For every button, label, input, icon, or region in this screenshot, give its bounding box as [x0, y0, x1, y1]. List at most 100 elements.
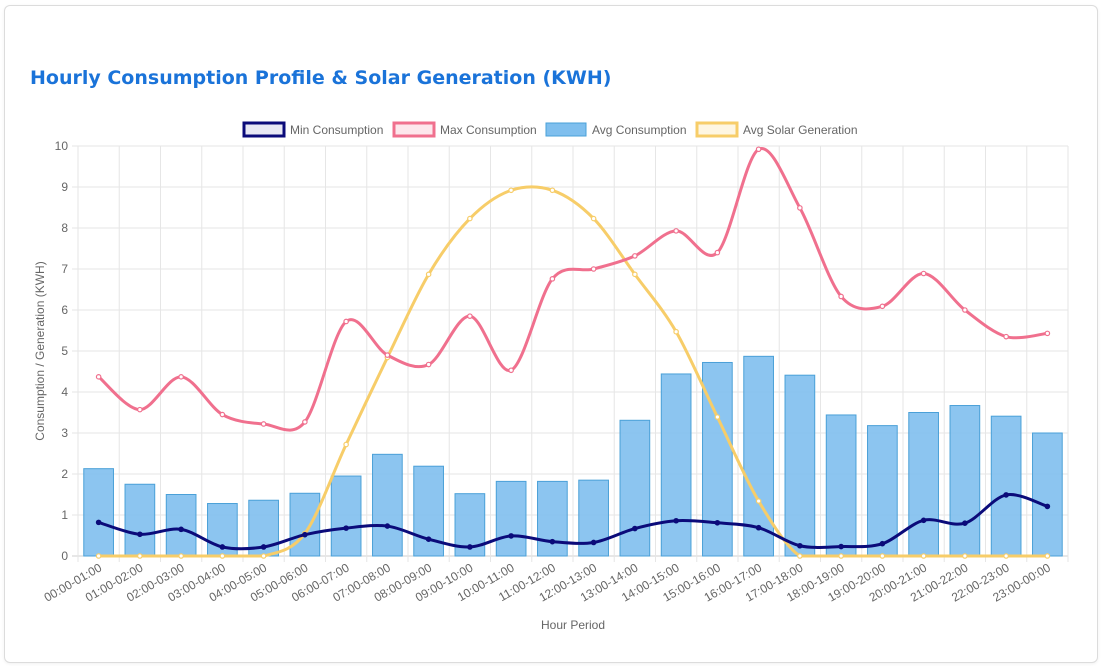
data-point[interactable]: [260, 544, 267, 550]
data-point[interactable]: [95, 553, 102, 559]
bar[interactable]: [537, 480, 568, 557]
data-point[interactable]: [879, 553, 886, 559]
data-point[interactable]: [425, 536, 432, 542]
bar[interactable]: [990, 415, 1022, 557]
data-point[interactable]: [714, 249, 721, 256]
data-point[interactable]: [590, 266, 597, 272]
data-point[interactable]: [797, 542, 803, 549]
data-point[interactable]: [384, 352, 391, 358]
data-point[interactable]: [755, 498, 762, 504]
legend-label[interactable]: Avg Consumption: [592, 123, 687, 137]
data-point[interactable]: [219, 553, 226, 559]
data-point[interactable]: [632, 253, 638, 259]
data-point[interactable]: [260, 553, 267, 559]
data-point[interactable]: [920, 517, 927, 524]
data-point[interactable]: [95, 374, 102, 380]
data-point[interactable]: [920, 553, 927, 559]
x-axis-title: Hour Period: [541, 618, 605, 632]
legend-swatch[interactable]: [392, 121, 436, 138]
legend[interactable]: Min Consumption Max Consumption Avg Consum…: [242, 121, 858, 138]
data-point[interactable]: [549, 276, 556, 282]
data-point[interactable]: [962, 520, 968, 527]
data-point[interactable]: [673, 328, 679, 335]
y-tick-label: 6: [61, 303, 68, 317]
data-point[interactable]: [755, 146, 762, 153]
legend-swatch[interactable]: [545, 122, 587, 137]
data-point[interactable]: [467, 215, 473, 222]
data-point[interactable]: [590, 215, 597, 222]
data-point[interactable]: [1044, 330, 1051, 337]
data-point[interactable]: [673, 517, 679, 524]
data-point[interactable]: [838, 553, 844, 559]
data-point[interactable]: [467, 313, 473, 319]
data-point[interactable]: [178, 374, 184, 380]
data-point[interactable]: [1003, 553, 1009, 559]
bar[interactable]: [867, 425, 898, 557]
data-point[interactable]: [1003, 333, 1009, 340]
data-point[interactable]: [838, 293, 844, 300]
data-point[interactable]: [590, 539, 597, 546]
data-point[interactable]: [549, 187, 556, 194]
data-point[interactable]: [1044, 553, 1051, 559]
data-point[interactable]: [920, 270, 927, 277]
data-point[interactable]: [137, 553, 143, 559]
bar[interactable]: [372, 453, 403, 557]
bar[interactable]: [825, 414, 857, 557]
data-point[interactable]: [632, 525, 638, 532]
data-point[interactable]: [714, 414, 721, 420]
data-point[interactable]: [508, 187, 514, 194]
bar[interactable]: [784, 374, 816, 557]
legend-label[interactable]: Avg Solar Generation: [743, 123, 858, 137]
data-point[interactable]: [879, 303, 886, 310]
data-point[interactable]: [1003, 492, 1009, 498]
data-point[interactable]: [302, 419, 308, 425]
bar[interactable]: [289, 492, 321, 557]
data-point[interactable]: [178, 526, 184, 533]
legend-label[interactable]: Max Consumption: [440, 123, 537, 137]
data-point[interactable]: [838, 543, 844, 550]
data-point[interactable]: [137, 406, 143, 413]
legend-swatch[interactable]: [695, 121, 739, 138]
data-point[interactable]: [797, 553, 803, 559]
data-point[interactable]: [384, 523, 391, 529]
data-point[interactable]: [343, 318, 349, 325]
bar[interactable]: [743, 355, 774, 557]
legend-label[interactable]: Min Consumption: [290, 123, 383, 137]
data-point[interactable]: [137, 531, 143, 538]
data-point[interactable]: [302, 531, 308, 538]
data-point[interactable]: [1044, 503, 1051, 510]
data-point[interactable]: [879, 540, 886, 547]
y-tick-label: 10: [55, 139, 69, 153]
bar[interactable]: [908, 412, 939, 557]
data-point[interactable]: [714, 519, 721, 526]
data-point[interactable]: [425, 361, 432, 368]
data-point[interactable]: [549, 538, 556, 545]
data-point[interactable]: [755, 524, 762, 531]
bar[interactable]: [165, 494, 197, 557]
data-point[interactable]: [219, 544, 226, 550]
bar[interactable]: [495, 480, 527, 557]
data-point[interactable]: [632, 271, 638, 278]
data-point[interactable]: [95, 519, 102, 526]
bar[interactable]: [124, 483, 156, 557]
data-point[interactable]: [673, 228, 679, 234]
data-point[interactable]: [962, 553, 968, 559]
data-point[interactable]: [962, 307, 968, 313]
bar[interactable]: [949, 405, 981, 557]
bar[interactable]: [330, 475, 362, 557]
data-point[interactable]: [343, 525, 349, 531]
data-point[interactable]: [343, 441, 349, 448]
data-point[interactable]: [508, 367, 514, 374]
bar[interactable]: [83, 468, 114, 557]
legend-swatch[interactable]: [242, 121, 286, 138]
bar[interactable]: [619, 419, 651, 557]
bar[interactable]: [660, 373, 692, 557]
bar[interactable]: [1032, 432, 1063, 557]
data-point[interactable]: [425, 271, 432, 278]
data-point[interactable]: [508, 533, 514, 539]
data-point[interactable]: [467, 544, 473, 550]
data-point[interactable]: [260, 421, 267, 427]
data-point[interactable]: [219, 411, 226, 418]
data-point[interactable]: [178, 553, 184, 559]
data-point[interactable]: [797, 205, 803, 211]
